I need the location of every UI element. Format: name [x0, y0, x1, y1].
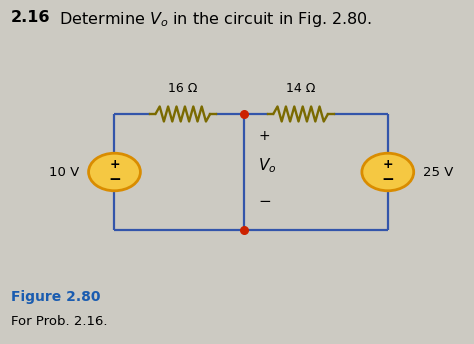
Text: $V_o$: $V_o$ [258, 156, 277, 174]
Text: 14 Ω: 14 Ω [286, 82, 315, 95]
Text: +: + [109, 158, 120, 171]
Text: −: − [382, 172, 394, 187]
Text: +: + [258, 129, 270, 143]
Text: For Prob. 2.16.: For Prob. 2.16. [11, 315, 107, 328]
Circle shape [362, 153, 414, 191]
Text: Figure 2.80: Figure 2.80 [11, 290, 100, 304]
Text: 2.16: 2.16 [11, 10, 50, 25]
Text: 10 V: 10 V [49, 165, 79, 179]
Circle shape [89, 153, 140, 191]
Text: Determine $V_o$ in the circuit in Fig. 2.80.: Determine $V_o$ in the circuit in Fig. 2… [48, 10, 372, 29]
Text: +: + [383, 158, 393, 171]
Text: −: − [108, 172, 121, 187]
Text: 16 Ω: 16 Ω [168, 82, 198, 95]
Text: −: − [258, 194, 271, 208]
Text: 25 V: 25 V [423, 165, 454, 179]
